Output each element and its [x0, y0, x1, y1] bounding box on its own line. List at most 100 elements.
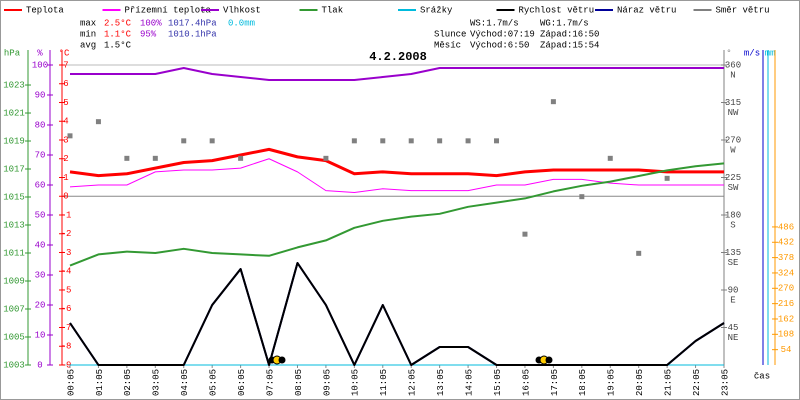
- series-line: [69, 158, 724, 193]
- legend-label: Srážky: [420, 5, 453, 15]
- chart-title: 4.2.2008: [369, 50, 427, 64]
- tick-label: 60: [35, 180, 46, 190]
- tick-label: 180: [725, 210, 741, 220]
- x-tick-label: 12:05: [408, 369, 418, 396]
- legend-label: Rychlost větru: [519, 5, 595, 15]
- x-tick-label: 20:05: [635, 369, 645, 396]
- tick-label: 270: [778, 284, 794, 294]
- tick-label: 5: [63, 98, 68, 108]
- tick-label: 1021: [3, 108, 25, 118]
- stat: avg: [80, 40, 96, 50]
- tick-label: -5: [61, 285, 72, 295]
- direction-point: [522, 231, 528, 237]
- x-tick-label: 10:05: [351, 369, 361, 396]
- tick-label: -3: [61, 248, 72, 258]
- sun-icon: [545, 356, 553, 364]
- series-line: [70, 67, 724, 81]
- stat: 2.5°C: [104, 18, 132, 28]
- tick-label: 225: [725, 173, 741, 183]
- x-tick-label: 16:05: [521, 369, 531, 396]
- tick-label: 1015: [3, 192, 25, 202]
- stat: 1.1°C: [104, 29, 132, 39]
- series-line: [69, 147, 724, 178]
- tick-label: 54: [781, 345, 792, 355]
- tick-label: 486: [778, 222, 794, 232]
- tick-label: 10: [35, 330, 46, 340]
- stat: max: [80, 18, 96, 28]
- x-tick-label: 03:05: [152, 369, 162, 396]
- tick-label: 378: [778, 253, 794, 263]
- compass-label: N: [730, 70, 735, 80]
- tick-label: 3: [63, 135, 68, 145]
- tick-label: 1009: [3, 276, 25, 286]
- tick-label: 40: [35, 240, 46, 250]
- direction-point: [181, 138, 187, 144]
- tick-label: -2: [61, 229, 72, 239]
- x-tick-label: 15:05: [493, 369, 503, 396]
- tick-label: 1017: [3, 164, 25, 174]
- tick-label: 1005: [3, 332, 25, 342]
- tick-label: -7: [61, 323, 72, 333]
- sun-icon: [278, 356, 286, 364]
- tick-label: 4: [63, 117, 68, 127]
- tick-label: 30: [35, 270, 46, 280]
- info: WS:1.7m/s: [470, 18, 519, 28]
- tick-label: 90: [35, 90, 46, 100]
- info: Slunce: [434, 29, 466, 39]
- x-tick-label: 04:05: [180, 369, 190, 396]
- info: Západ:16:50: [540, 29, 599, 39]
- x-tick-label: 09:05: [322, 369, 332, 396]
- info: WG:1.7m/s: [540, 18, 589, 28]
- series-line: [69, 262, 725, 366]
- direction-point: [465, 138, 471, 144]
- tick-label: 1007: [3, 304, 25, 314]
- direction-point: [550, 99, 556, 105]
- tick-label: 70: [35, 150, 46, 160]
- series-line: [69, 262, 725, 366]
- tick-label: 1019: [3, 136, 25, 146]
- tick-label: 1003: [3, 360, 25, 370]
- direction-point: [408, 138, 414, 144]
- x-tick-label: 13:05: [436, 369, 446, 396]
- compass-label: NE: [728, 333, 739, 343]
- compass-label: NW: [728, 108, 739, 118]
- x-tick-label: 08:05: [294, 369, 304, 396]
- legend-label: Směr větru: [716, 5, 770, 15]
- info: Východ:6:50: [470, 40, 529, 50]
- x-tick-label: 07:05: [265, 369, 275, 396]
- direction-point: [636, 250, 642, 256]
- tick-label: 80: [35, 120, 46, 130]
- stat: 1010.1hPa: [168, 29, 217, 39]
- x-tick-label: 05:05: [209, 369, 219, 396]
- direction-point: [380, 138, 386, 144]
- x-tick-label: 00:05: [66, 369, 76, 396]
- plot-border: [61, 64, 725, 366]
- stat: 1017.4hPa: [168, 18, 217, 28]
- tick-label: -1: [61, 210, 72, 220]
- x-tick-label: 17:05: [550, 369, 560, 396]
- tick-label: 315: [725, 98, 741, 108]
- x-tick-label: 18:05: [578, 369, 588, 396]
- x-tick-label: 22:05: [692, 369, 702, 396]
- legend-label: Náraz větru: [617, 5, 676, 15]
- tick-label: 360: [725, 60, 741, 70]
- direction-point: [437, 138, 443, 144]
- tick-label: 2: [63, 154, 68, 164]
- tick-label: 432: [778, 238, 794, 248]
- tick-label: -9: [61, 360, 72, 370]
- legend-label: Přízemní teplota: [125, 5, 212, 15]
- direction-point: [152, 155, 158, 161]
- tick-label: 45: [728, 323, 739, 333]
- axis-unit: %: [37, 48, 43, 58]
- stat: min: [80, 29, 96, 39]
- info: Západ:15:54: [540, 40, 599, 50]
- legend-label: Teplota: [26, 5, 64, 15]
- direction-point: [209, 138, 215, 144]
- x-tick-label: 19:05: [607, 369, 617, 396]
- axis-unit: °: [726, 48, 731, 58]
- info: Východ:07:19: [470, 29, 535, 39]
- tick-label: 324: [778, 268, 794, 278]
- tick-label: 1023: [3, 80, 25, 90]
- tick-label: 90: [728, 285, 739, 295]
